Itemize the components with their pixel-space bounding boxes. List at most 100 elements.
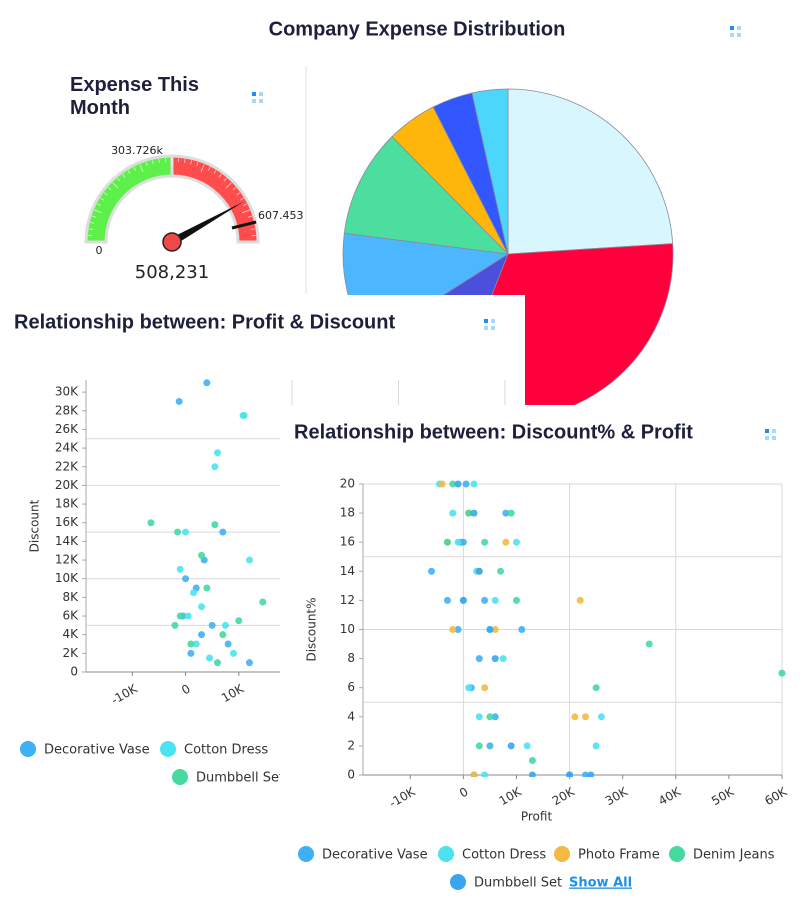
gauge-max-label: 607.453 (258, 209, 304, 222)
show-all-link[interactable]: Show All (569, 876, 632, 891)
y-tick-label: 4K (62, 627, 79, 641)
point (470, 480, 478, 488)
y-tick-label: 18K (55, 497, 79, 511)
icon-dot (730, 26, 734, 30)
point (259, 598, 267, 606)
y-tick-label: 10 (340, 622, 355, 636)
y-tick-label: 12 (340, 593, 355, 607)
point (182, 528, 190, 536)
point (245, 659, 253, 667)
point (502, 509, 510, 517)
point (481, 771, 489, 777)
icon-dot (252, 99, 256, 103)
point (459, 596, 467, 604)
icon-dot (491, 326, 495, 330)
point (502, 538, 510, 546)
point (507, 509, 515, 517)
y-tick-label: 12K (55, 553, 79, 567)
panel (280, 405, 806, 913)
gauge-minor-tick (200, 164, 205, 172)
point (582, 771, 590, 777)
point (198, 603, 206, 611)
gauge-minor-tick (100, 197, 105, 201)
gauge-minor-tick (196, 161, 199, 167)
legend-swatch (298, 846, 314, 862)
widget-menu-icon (484, 319, 495, 330)
y-tick-label: 14K (55, 534, 79, 548)
point (481, 538, 489, 546)
y-tick-label: 2K (62, 646, 79, 660)
legend-label: Photo Frame (578, 848, 660, 863)
point (491, 626, 499, 633)
legend-item[interactable]: Dumbbell Set (172, 769, 284, 786)
gauge-minor-tick (207, 166, 211, 171)
point (486, 626, 494, 633)
gauge-minor-tick (158, 158, 160, 164)
point (203, 379, 211, 387)
legend-item[interactable]: Denim Jeans (669, 846, 775, 863)
point (219, 631, 227, 639)
y-tick-label: 16 (340, 535, 355, 549)
point (449, 626, 457, 633)
y-tick-label: 10K (55, 571, 79, 585)
y-tick-label: 8K (62, 590, 79, 604)
points (147, 379, 267, 667)
legend-item[interactable]: Dumbbell Set (450, 874, 562, 891)
gauge-minor-tick (184, 158, 186, 164)
icon-dot (772, 429, 776, 433)
point (592, 684, 600, 692)
gauge-min-label: 0 (96, 244, 103, 257)
point (235, 617, 243, 625)
gauge-band-high (170, 154, 260, 244)
legend-item[interactable]: Photo Frame (554, 846, 660, 863)
point (491, 713, 499, 721)
icon-dot (252, 92, 256, 96)
point (211, 521, 219, 529)
widget-menu-icon (730, 26, 741, 37)
gauge-minor-tick (225, 182, 232, 189)
point (491, 596, 499, 604)
y-tick-label: 14 (340, 564, 355, 578)
gauge-minor-tick (232, 187, 237, 191)
gauge-hub (162, 232, 182, 252)
point (475, 742, 483, 750)
legend-item[interactable]: Decorative Vase (298, 846, 428, 863)
points (428, 480, 786, 777)
icon-dot (737, 26, 741, 30)
gauge-minor-tick (242, 209, 250, 214)
icon-dot (491, 319, 495, 323)
legend-swatch (172, 769, 188, 785)
gauge-minor-tick (145, 161, 148, 167)
point (175, 397, 183, 405)
y-tick-label: 20 (340, 477, 355, 491)
point (214, 449, 222, 457)
y-tick-label: 6K (62, 609, 79, 623)
legend-item[interactable]: Cotton Dress (438, 846, 546, 863)
icon-dot (730, 33, 734, 37)
point (465, 509, 473, 517)
point (221, 621, 229, 629)
y-tick-label: 0 (70, 665, 78, 679)
point (187, 649, 195, 657)
point (507, 742, 515, 750)
point (518, 626, 526, 633)
point (645, 640, 653, 648)
gauge-minor-tick (94, 209, 102, 214)
y-tick-label: 20K (55, 478, 79, 492)
y-axis-label: Discount% (305, 597, 319, 661)
point (512, 538, 520, 546)
title-box: Expense This Month (70, 74, 199, 119)
point (475, 567, 483, 575)
gauge-needle (170, 201, 244, 246)
y-tick-label: 26K (55, 422, 79, 436)
gauge-minor-tick (223, 177, 227, 182)
legend-item[interactable]: Decorative Vase (20, 741, 150, 758)
legend-item[interactable]: Cotton Dress (160, 741, 268, 758)
point (224, 640, 232, 648)
gauge-minor-tick (236, 192, 241, 196)
gauge-minor-tick (151, 160, 154, 165)
y-tick-label: 30K (55, 385, 79, 399)
point (523, 742, 531, 750)
gauge-minor-tick (243, 203, 248, 207)
legend-label: Dumbbell Set (196, 771, 284, 786)
